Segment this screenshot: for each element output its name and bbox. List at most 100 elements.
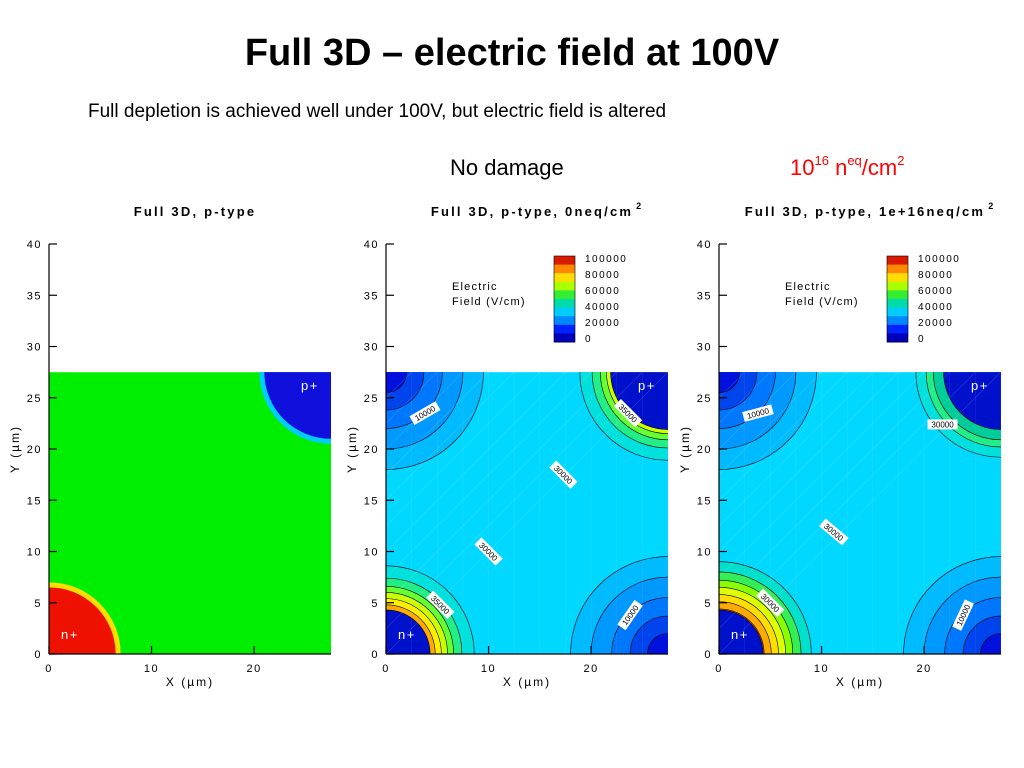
damage-base: 10 <box>790 155 815 180</box>
x-tick-label: 0 <box>715 663 723 675</box>
y-tick-label: 0 <box>371 649 379 661</box>
y-tick-label: 35 <box>697 290 712 302</box>
mesh-line <box>719 372 822 475</box>
colorbar-title: Field (V/cm) <box>785 296 859 308</box>
y-tick-label: 25 <box>27 393 42 405</box>
mesh-line <box>386 372 617 604</box>
colorbar-swatch <box>554 324 575 334</box>
damage-eq: eq <box>847 153 862 168</box>
colorbar-tick-label: 40000 <box>585 302 620 313</box>
mesh-line <box>386 372 489 475</box>
x-tick-label: 20 <box>583 663 598 675</box>
colorbar-swatch <box>554 264 575 274</box>
colorbar: 100000 80000 60000 40000 20000 0 Electric Field… <box>452 254 626 345</box>
mesh-line <box>386 372 412 398</box>
colorbar-swatch <box>554 290 575 300</box>
p-plus-region <box>610 372 668 430</box>
mesh-line <box>719 372 950 604</box>
mesh-line <box>719 372 899 552</box>
electrode-label: n+ <box>731 627 749 642</box>
mesh-line <box>386 372 541 527</box>
contour-label: 30000 <box>927 419 958 430</box>
x-tick-label: 0 <box>382 663 390 675</box>
mesh-line <box>386 372 438 424</box>
y-tick-label: 40 <box>27 239 42 251</box>
mesh-line <box>719 372 874 527</box>
y-tick-label: 0 <box>34 649 42 661</box>
x-axis-label: X (µm) <box>836 675 884 689</box>
colorbar-frame <box>886 255 909 343</box>
y-tick-label: 25 <box>697 393 712 405</box>
plot-title: Full 3D, p-type, 1e+16neq/cm <box>745 204 985 219</box>
mesh-line <box>719 372 1001 654</box>
mesh-line <box>386 372 566 552</box>
mesh-line <box>386 372 592 578</box>
mesh-line <box>719 372 745 398</box>
x-tick-label: 20 <box>246 663 261 675</box>
mesh-line <box>719 372 771 424</box>
colorbar-swatch <box>887 290 908 300</box>
colorbar-tick-label: 100000 <box>918 254 960 265</box>
low-field-contour <box>719 372 740 393</box>
y-axis-label: Y (µm) <box>345 425 359 473</box>
colorbar-tick-label: 20000 <box>585 318 620 329</box>
colorbar-title: Field (V/cm) <box>452 296 526 308</box>
y-tick-label: 40 <box>364 239 379 251</box>
y-tick-label: 15 <box>697 495 712 507</box>
colorbar-tick-label: 0 <box>918 334 925 345</box>
plot-title-superscript: 2 <box>636 201 641 211</box>
colorbar-frame <box>553 255 576 343</box>
x-axis-label: X (µm) <box>166 675 214 689</box>
colorbar-title: Electric <box>785 281 831 293</box>
contour-label-bg <box>549 460 578 489</box>
y-tick-label: 10 <box>364 547 379 559</box>
colorbar-tick-label: 0 <box>585 334 592 345</box>
x-axis-label: X (µm) <box>503 675 551 689</box>
electrode-label: p+ <box>971 378 989 393</box>
x-tick-label: 10 <box>481 663 496 675</box>
colorbar-tick-label: 60000 <box>918 286 953 297</box>
mesh-line <box>719 372 848 501</box>
contour-label-bg <box>742 404 774 422</box>
contour-label-bg <box>409 401 441 425</box>
colorbar-swatch <box>887 256 908 266</box>
plot-title: Full 3D, p-type, 0neq/cm <box>431 204 633 219</box>
y-tick-label: 30 <box>364 342 379 354</box>
y-tick-label: 5 <box>704 598 712 610</box>
damage-unit: /cm <box>861 155 898 180</box>
p-plus-region <box>943 372 1001 430</box>
x-tick-label: 0 <box>45 663 53 675</box>
colorbar-swatch <box>887 264 908 274</box>
mesh-line <box>719 372 925 578</box>
y-axis-label: Y (µm) <box>8 425 22 473</box>
field-region <box>49 372 331 654</box>
colorbar-swatch <box>554 307 575 317</box>
y-tick-label: 25 <box>364 393 379 405</box>
colorbar-swatch <box>887 299 908 309</box>
colorbar-tick-label: 80000 <box>918 270 953 281</box>
colorbar-swatch <box>887 281 908 291</box>
electrode-label: n+ <box>398 627 416 642</box>
y-tick-label: 15 <box>364 495 379 507</box>
colorbar-tick-label: 40000 <box>918 302 953 313</box>
label-no-damage: No damage <box>450 155 564 180</box>
contour-label-bg <box>927 419 958 430</box>
slide-subtitle: Full depletion is achieved well under 10… <box>88 101 667 122</box>
y-tick-label: 20 <box>364 444 379 456</box>
electrode-label: p+ <box>301 378 319 393</box>
y-tick-label: 20 <box>697 444 712 456</box>
colorbar-tick-label: 80000 <box>585 270 620 281</box>
colorbar-swatch <box>554 256 575 266</box>
colorbar-swatch <box>554 333 575 343</box>
y-tick-label: 30 <box>27 342 42 354</box>
p-plus-region <box>264 372 331 439</box>
contour-label-bg <box>426 590 455 619</box>
field-plot-1: n+ p+ 0 5 10 15 20 25 30 35 40 0 10 20 X (µm) Y (µm) Ful… <box>8 204 331 689</box>
colorbar-tick-label: 20000 <box>918 318 953 329</box>
mesh-line <box>386 372 668 654</box>
colorbar-swatch <box>887 273 908 283</box>
plot-title: Full 3D, p-type <box>134 204 257 219</box>
